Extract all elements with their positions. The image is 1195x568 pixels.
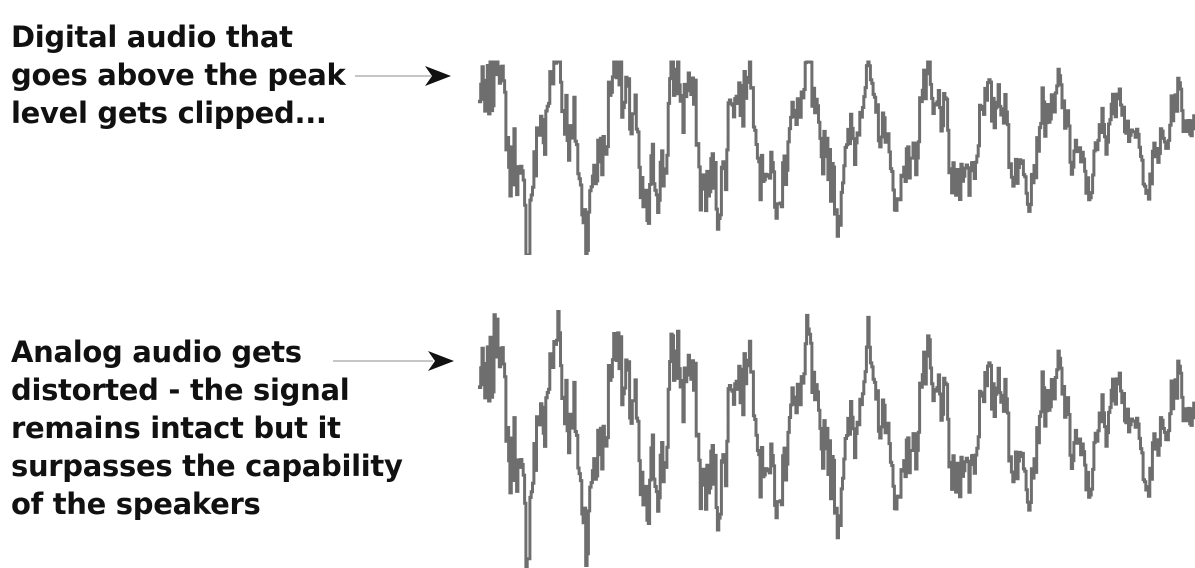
analog-distortion-panel: Analog audio gets distorted - the signal… — [0, 300, 1195, 568]
analog-caption-line-4: surpasses the capability — [11, 449, 403, 483]
analog-caption: Analog audio gets distorted - the signal… — [11, 333, 411, 523]
digital-caption: Digital audio that goes above the peak l… — [11, 18, 351, 132]
digital-caption-line-2: goes above the peak — [11, 58, 346, 92]
clipped-waveform — [478, 60, 1195, 255]
analog-caption-line-1: Analog audio gets — [11, 335, 302, 369]
analog-caption-line-2: distorted - the signal — [11, 373, 350, 407]
distorted-waveform — [478, 310, 1195, 568]
digital-caption-line-3: level gets clipped... — [11, 96, 327, 130]
analog-pointer-arrow — [333, 351, 454, 371]
analog-caption-line-5: of the speakers — [11, 487, 261, 521]
digital-pointer-arrow — [355, 66, 451, 86]
digital-caption-line-1: Digital audio that — [11, 20, 293, 54]
analog-caption-line-3: remains intact but it — [11, 411, 341, 445]
digital-clipping-panel: Digital audio that goes above the peak l… — [0, 0, 1195, 270]
